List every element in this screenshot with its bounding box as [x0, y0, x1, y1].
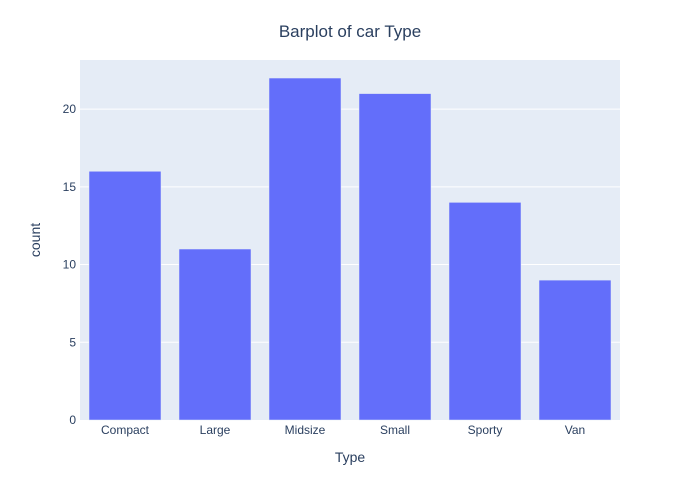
bars [88, 77, 612, 421]
x-tick-label: Van [565, 423, 585, 437]
y-tick-label: 0 [69, 413, 76, 427]
y-axis-title: count [27, 223, 43, 257]
y-tick-label: 20 [63, 102, 77, 116]
gridlines [80, 108, 620, 343]
bar-van[interactable] [538, 279, 612, 421]
y-tick-label: 15 [63, 180, 77, 194]
bar-midsize[interactable] [268, 77, 342, 421]
y-axis-ticks: 0 5 10 15 20 [63, 102, 77, 427]
x-tick-label: Large [200, 423, 231, 437]
bar-small[interactable] [358, 93, 432, 421]
bar-large[interactable] [178, 248, 252, 421]
x-tick-label: Compact [101, 423, 150, 437]
y-tick-label: 10 [63, 258, 77, 272]
plot-area [80, 60, 620, 420]
bar-compact[interactable] [88, 171, 162, 421]
x-axis-title: Type [335, 449, 366, 465]
x-tick-label: Sporty [468, 423, 503, 437]
x-axis-ticks: Compact Large Midsize Small Sporty Van [101, 423, 585, 437]
bar-sporty[interactable] [448, 202, 522, 421]
x-tick-label: Midsize [285, 423, 326, 437]
x-tick-label: Small [380, 423, 410, 437]
chart-title: Barplot of car Type [279, 22, 421, 41]
y-tick-label: 5 [69, 335, 76, 349]
